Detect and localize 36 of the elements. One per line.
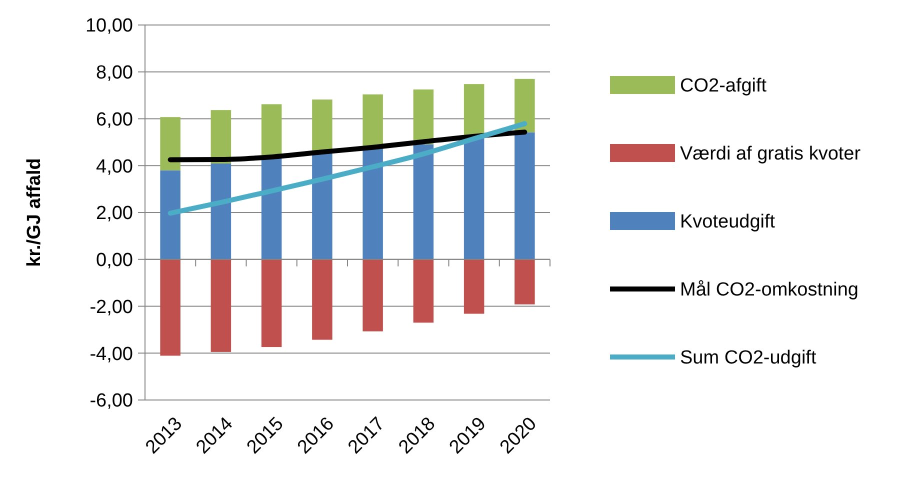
bar (514, 259, 535, 304)
legend-label: Værdi af gratis kvoter (680, 144, 862, 165)
bar (413, 89, 434, 144)
bar (362, 94, 383, 148)
bar (362, 148, 383, 260)
y-tick-label: 4,00 (96, 156, 133, 178)
y-tick-label: 6,00 (96, 109, 133, 130)
legend-label: Sum CO2-udgift (680, 348, 817, 369)
bar (160, 170, 180, 260)
y-tick-label: 10,00 (85, 16, 133, 37)
bar (464, 259, 484, 314)
y-tick-label: 2,00 (96, 203, 133, 224)
bar (362, 259, 383, 332)
bar (210, 110, 232, 164)
bar (261, 259, 282, 348)
legend-label: Kvoteudgift (680, 212, 776, 233)
bar (413, 144, 434, 260)
legend-label: CO2-afgift (680, 76, 768, 97)
bar (160, 117, 180, 170)
bar (210, 259, 232, 352)
bar (312, 100, 332, 152)
bar (210, 164, 232, 260)
bar (464, 137, 484, 260)
bar (514, 132, 535, 260)
y-tick-label: 8,00 (96, 62, 133, 84)
y-axis-title: kr./GJ affald (24, 158, 45, 267)
y-tick-label: -2,00 (90, 296, 133, 318)
bar (261, 158, 282, 260)
legend-label: Mål CO2-omkostning (680, 280, 858, 301)
y-tick-label: 0,00 (96, 250, 133, 272)
bar (413, 259, 434, 323)
bar (312, 259, 332, 340)
y-tick-label: -6,00 (90, 390, 133, 412)
bar (514, 78, 535, 132)
bar (160, 259, 180, 356)
y-tick-label: -4,00 (90, 344, 133, 365)
